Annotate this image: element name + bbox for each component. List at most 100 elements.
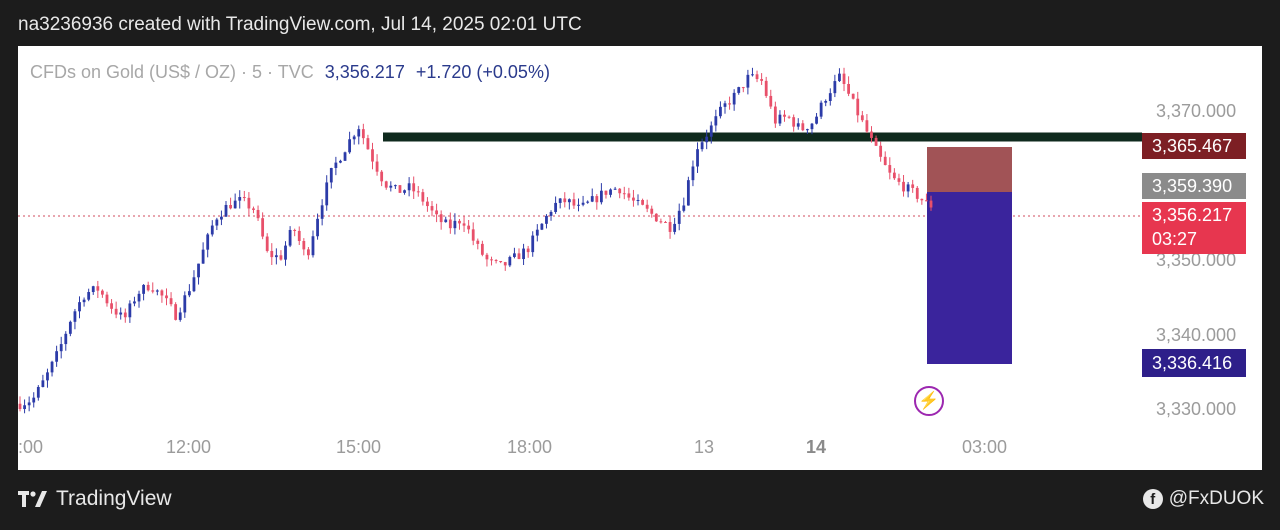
tradingview-brand[interactable]: TradingView [18, 487, 172, 511]
candle-body [522, 248, 525, 260]
candle-body [847, 83, 850, 94]
candle-body [540, 223, 544, 230]
price-chart[interactable] [18, 46, 1262, 470]
candle-body [563, 198, 567, 203]
candle-body [123, 312, 127, 318]
x-tick-label: :00 [18, 437, 44, 457]
candle-body [755, 74, 759, 80]
candle-body [709, 125, 713, 137]
candle-body [146, 284, 150, 291]
chart-panel[interactable]: CFDs on Gold (US$ / OZ) · 5 · TVC 3,356.… [18, 46, 1262, 470]
candle-body [595, 196, 599, 203]
candle-body [668, 222, 672, 232]
candle-body [197, 263, 200, 278]
candle-body [261, 218, 265, 237]
candle-body [247, 197, 251, 209]
candle-body [105, 294, 109, 304]
candle-body [64, 333, 68, 345]
candle-body [229, 204, 232, 209]
candle-body [879, 145, 883, 157]
candles-group [18, 67, 933, 414]
symbol-info[interactable]: CFDs on Gold (US$ / OZ) · 5 · TVC 3,356.… [30, 62, 550, 83]
candle-body [160, 290, 164, 296]
candle-body [256, 209, 260, 219]
candle-body [796, 123, 800, 127]
symbol-price: 3,356.217 [324, 62, 405, 82]
candle-body [110, 303, 113, 309]
candle-body [371, 149, 374, 162]
candle-body [114, 308, 118, 315]
candle-body [874, 137, 878, 146]
candle-body [339, 160, 342, 163]
candle-body [906, 184, 910, 192]
candle-body [220, 216, 223, 220]
candle-body [650, 208, 654, 214]
candle-body [691, 166, 695, 181]
y-tick-label: 3,350.000 [1156, 250, 1237, 270]
candle-body [888, 165, 892, 173]
candle-body [476, 240, 480, 244]
candle-body [311, 236, 315, 256]
candle-body [572, 199, 576, 206]
candle-body [897, 178, 901, 182]
candle-body [925, 200, 928, 202]
candle-body [279, 255, 283, 260]
candle-body [599, 190, 603, 203]
candle-body [851, 93, 855, 99]
flash-icon[interactable]: ⚡ [914, 386, 944, 416]
candle-body [183, 295, 187, 313]
candle-body [545, 215, 548, 224]
candle-body [178, 312, 182, 320]
candle-body [517, 253, 521, 260]
candle-body [233, 200, 237, 209]
candle-body [151, 290, 155, 292]
candle-body [883, 156, 887, 166]
candle-body [632, 197, 635, 201]
author-handle[interactable]: f @FxDUOK [1142, 488, 1264, 510]
candle-body [554, 202, 558, 212]
candle-body [696, 149, 699, 167]
candle-body [824, 100, 828, 103]
current-price-label: 3,356.217 03:27 [1142, 202, 1246, 254]
candle-body [357, 129, 361, 137]
candle-body [380, 171, 384, 182]
candle-body [732, 92, 736, 105]
candle-body [416, 191, 420, 193]
candle-body [641, 199, 644, 205]
candle-body [458, 220, 461, 224]
candle-body [737, 87, 741, 93]
candle-body [494, 260, 498, 262]
candle-body [169, 298, 173, 305]
candle-body [274, 255, 278, 258]
candle-body [403, 190, 406, 193]
target-price-label: 3,336.416 [1142, 349, 1246, 377]
candle-body [36, 386, 40, 398]
candle-body [613, 188, 617, 190]
candle-body [870, 131, 873, 138]
candle-body [622, 193, 626, 195]
candle-body [549, 211, 553, 216]
candle-body [627, 193, 631, 198]
candle-body [439, 214, 443, 223]
candle-body [618, 188, 622, 194]
candle-body [174, 304, 178, 320]
candle-body [302, 240, 306, 250]
candle-body [535, 229, 539, 236]
candle-body [91, 286, 95, 293]
candle-body [769, 95, 773, 107]
candle-body [155, 290, 159, 292]
candle-body [581, 202, 585, 205]
candle-body [192, 277, 196, 292]
current-price-value: 3,356.217 [1152, 205, 1233, 225]
x-tick-label: 13 [694, 437, 715, 457]
candle-body [490, 259, 493, 261]
candle-body [760, 79, 764, 81]
candle-body [270, 250, 274, 258]
candle-body [137, 293, 141, 302]
candle-body [513, 253, 516, 257]
x-tick-label: 18:00 [507, 437, 553, 457]
candle-body [604, 190, 608, 195]
countdown-timer: 03:27 [1152, 229, 1198, 249]
candle-body [686, 180, 690, 206]
candle-body [46, 372, 49, 381]
